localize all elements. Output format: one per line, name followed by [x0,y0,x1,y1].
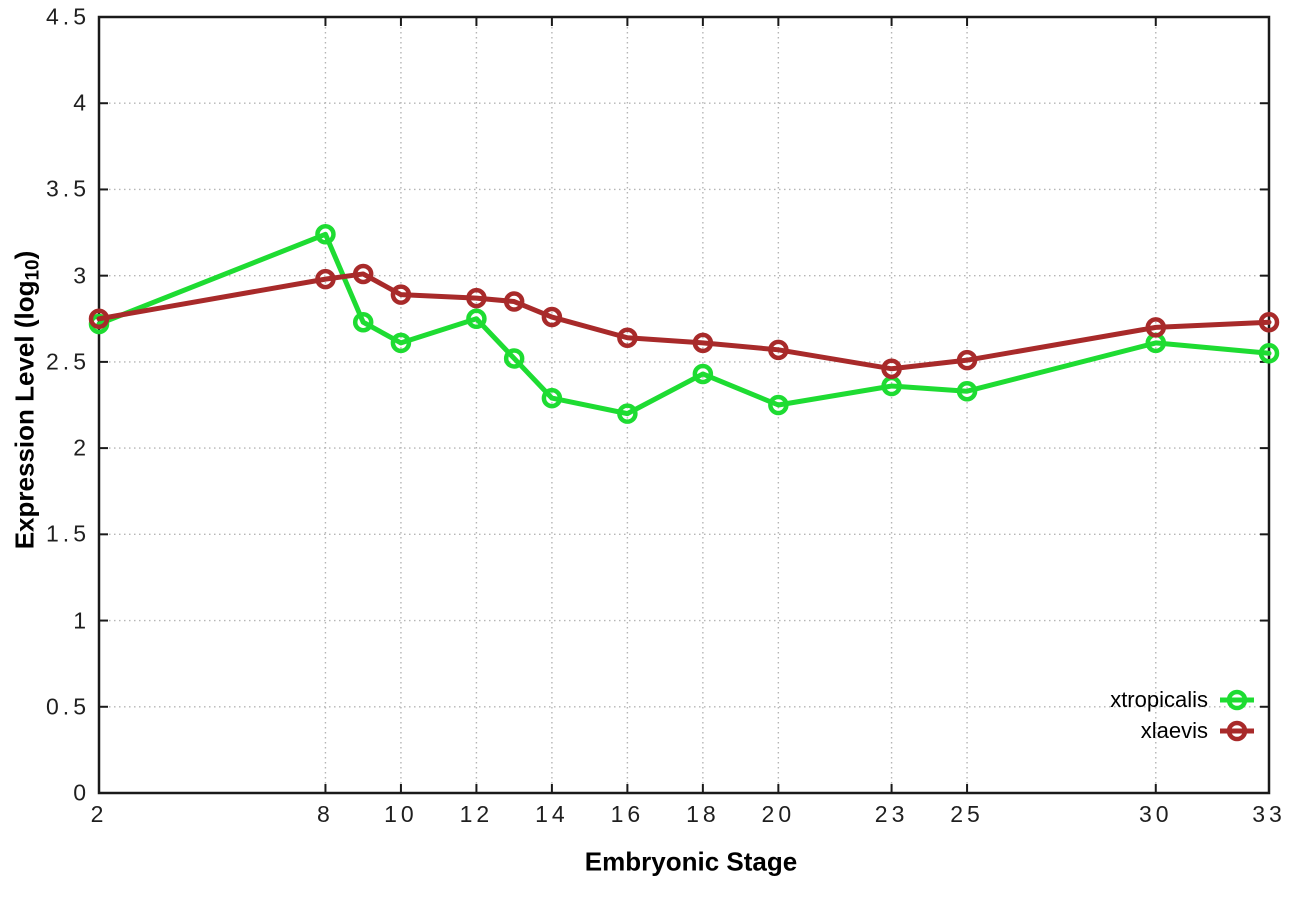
legend-label-xlaevis: xlaevis [1140,717,1208,743]
y-tick-label: 0.5 [46,693,90,720]
y-axis-title-close: ) [9,250,40,260]
series-line-xtropicalis [96,231,1272,417]
x-tick-label: 2 [90,801,108,827]
data-point-xlaevis [617,327,638,348]
data-point-xtropicalis [315,224,336,245]
y-tick-label: 1 [73,607,90,634]
data-point-xlaevis [541,306,563,328]
data-point-xtropicalis [692,363,714,385]
x-tick-label: 18 [686,801,720,827]
data-point-xlaevis [352,263,374,285]
data-point-xlaevis [88,308,110,330]
data-point-xtropicalis [956,380,978,402]
y-axis-title: Expression Level (log10) [10,251,45,550]
data-point-xlaevis [1145,317,1167,338]
y-tick-label: 2 [73,434,90,461]
data-point-xtropicalis [617,403,638,424]
data-point-xtropicalis [768,394,789,416]
x-tick-label: 10 [384,801,418,827]
x-tick-label: 23 [874,801,909,827]
x-tick-label: 33 [1252,801,1286,827]
data-point-xlaevis [315,268,336,290]
legend-item-xlaevis: xlaevis [1110,715,1254,746]
x-tick-label: 8 [317,801,334,827]
legend: xtropicalis xlaevis [1110,684,1254,746]
x-tick-label: 14 [535,801,569,827]
y-tick-label: 3.5 [46,175,90,202]
data-point-xtropicalis [541,387,563,409]
data-point-xlaevis [881,358,902,380]
data-point-xtropicalis [390,332,412,354]
y-tick-label: 3 [73,262,90,289]
x-tick-label: 20 [761,801,796,827]
x-tick-label: 25 [950,801,984,827]
data-point-xtropicalis [466,308,487,330]
data-point-xlaevis [466,287,487,309]
data-point-xlaevis [390,284,412,305]
y-tick-label: 4.5 [46,3,90,30]
y-tick-label: 2.5 [46,348,90,375]
x-tick-label: 30 [1138,801,1173,827]
legend-marker-circle-icon [1220,689,1254,710]
x-tick-label: 16 [610,801,645,827]
y-axis-title-text: Expression Level (log [9,280,40,550]
data-point-xlaevis [503,291,525,312]
x-axis-title: Embryonic Stage [584,846,798,877]
data-point-xlaevis [1258,311,1280,333]
data-point-xlaevis [956,349,978,371]
x-tick-label: 12 [459,801,494,827]
data-point-xlaevis [768,339,789,361]
y-tick-label: 4 [73,89,90,116]
data-point-xtropicalis [503,348,525,369]
y-tick-label: 1.5 [46,520,90,547]
legend-marker-circle-icon [1220,720,1254,741]
data-point-xtropicalis [352,311,374,333]
legend-item-xtropicalis: xtropicalis [1110,684,1254,715]
series-line-xlaevis [96,271,1272,372]
y-tick-label: 0 [73,779,90,806]
data-point-xtropicalis [1258,343,1280,364]
legend-label-xtropicalis: xtropicalis [1110,686,1208,712]
data-point-xlaevis [692,332,714,354]
plot-border [97,15,1271,795]
plot-area [88,15,1280,795]
